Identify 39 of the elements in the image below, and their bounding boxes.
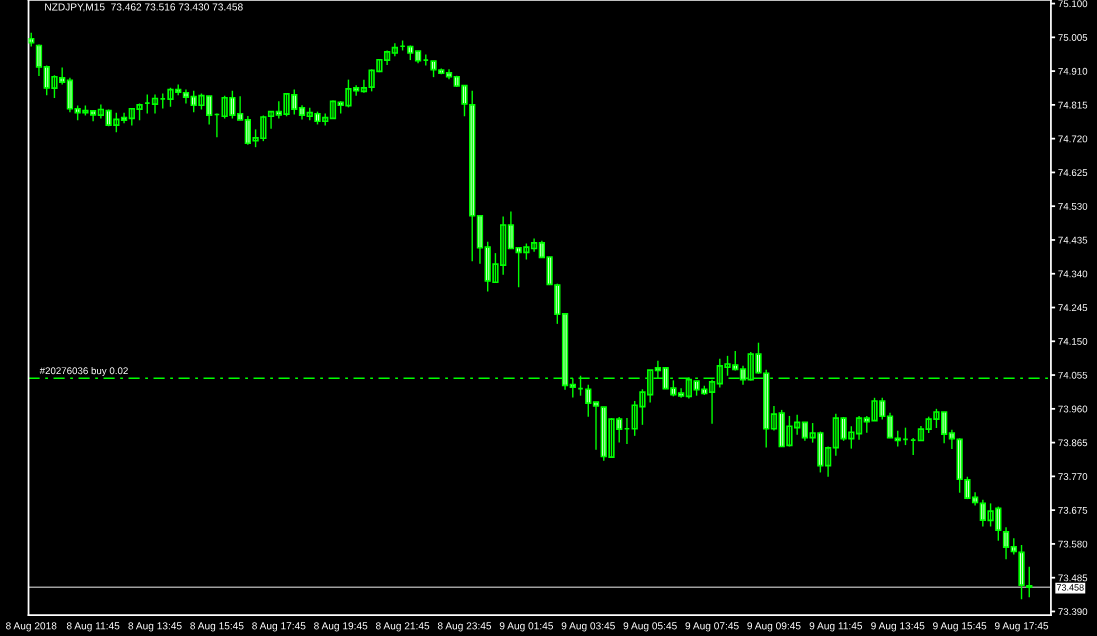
ref-line-label: 73.458	[1056, 584, 1084, 591]
y-tick-label: 74.625	[1058, 169, 1088, 177]
x-tick-label: 9 Aug 15:45	[933, 622, 987, 632]
x-tick-label: 8 Aug 11:45	[66, 622, 120, 632]
x-tick-label: 8 Aug 13:45	[128, 622, 182, 632]
y-tick-label: 73.675	[1058, 506, 1088, 514]
x-tick-label: 8 Aug 19:45	[314, 622, 368, 632]
x-tick-label: 9 Aug 03:45	[561, 622, 615, 632]
y-tick-label: 73.865	[1058, 439, 1088, 447]
x-tick-label: 8 Aug 17:45	[252, 622, 306, 632]
x-tick-label: 8 Aug 21:45	[375, 622, 430, 632]
x-tick-label: 9 Aug 11:45	[809, 622, 863, 632]
x-tick-label: 9 Aug 13:45	[871, 622, 925, 632]
y-tick-label: 74.435	[1058, 236, 1088, 244]
y-tick-label: 74.815	[1058, 101, 1088, 109]
y-tick-label: 75.005	[1058, 34, 1088, 41]
x-tick-label: 9 Aug 09:45	[747, 622, 801, 632]
y-tick-label: 74.910	[1058, 67, 1088, 75]
x-tick-label: 8 Aug 15:45	[190, 622, 244, 632]
y-tick-label: 73.580	[1058, 540, 1088, 548]
chart-title: NZDJPY,M15 73.462 73.516 73.430 73.458	[45, 3, 243, 12]
y-tick-label: 73.770	[1058, 473, 1088, 480]
y-tick-label: 73.485	[1058, 574, 1088, 582]
x-tick-label: 9 Aug 07:45	[685, 622, 739, 632]
y-tick-label: 74.720	[1058, 135, 1088, 143]
ref-line-label: #20276036 buy 0.02	[39, 367, 128, 377]
y-tick-label: 73.390	[1058, 608, 1088, 616]
x-tick-label: 9 Aug 05:45	[623, 622, 677, 632]
x-tick-label: 8 Aug 23:45	[437, 622, 492, 632]
y-tick-label: 74.530	[1058, 202, 1088, 210]
y-tick-label: 74.055	[1058, 371, 1088, 379]
y-tick-label: 73.960	[1058, 405, 1088, 413]
y-tick-label: 74.340	[1058, 270, 1088, 278]
x-tick-label: 9 Aug 17:45	[994, 622, 1049, 632]
y-tick-label: 74.150	[1058, 338, 1088, 345]
y-tick-label: 74.245	[1058, 304, 1088, 312]
x-tick-label: 8 Aug 2018	[6, 622, 57, 632]
x-tick-label: 9 Aug 01:45	[499, 622, 554, 632]
y-tick-label: 75.100	[1058, 0, 1088, 8]
